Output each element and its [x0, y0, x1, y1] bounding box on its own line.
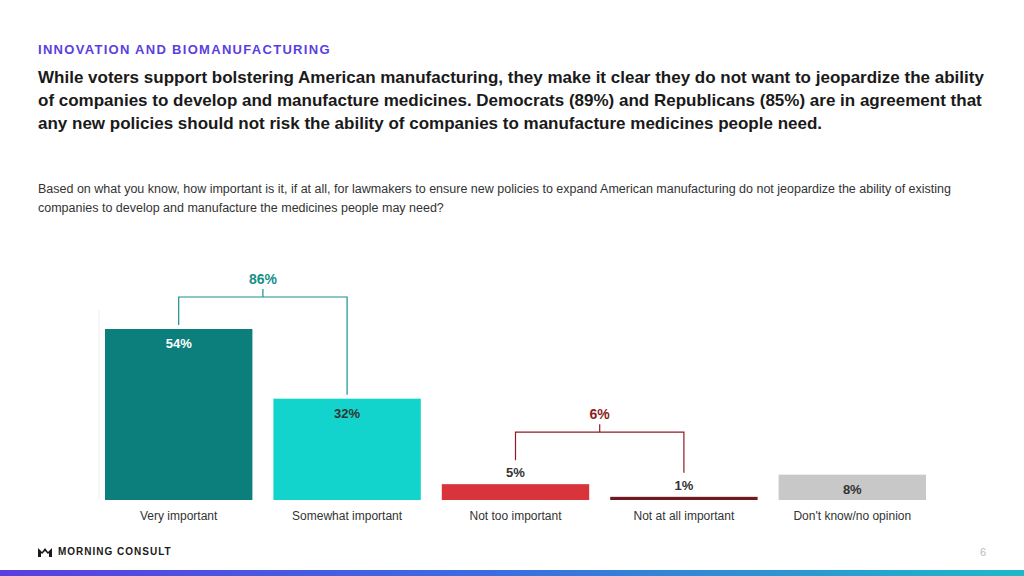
bar: [779, 475, 926, 500]
logo-mark: [38, 548, 52, 557]
bottom-bar: [0, 570, 1024, 576]
data-label: 8%: [843, 482, 862, 497]
annotation: 86%: [249, 271, 278, 287]
subtitle: Based on what you know, how important is…: [38, 180, 988, 218]
data-label: 5%: [506, 465, 525, 480]
title: While voters support bolstering American…: [38, 66, 988, 135]
data-label: 54%: [166, 336, 192, 351]
bar: [273, 399, 420, 500]
y-axis-line: [99, 310, 100, 500]
x-tick-label: Don't know/no opinion: [793, 509, 911, 523]
bracket: [516, 432, 684, 473]
chart: 54% Very important 32% Somewhat important 5%…: [0, 0, 1024, 576]
x-tick-label: Not at all important: [634, 509, 735, 523]
bars: [105, 329, 926, 500]
data-label: 32%: [334, 406, 360, 421]
page-number: 6: [980, 546, 986, 558]
bracket-tick: [262, 289, 263, 297]
logo: [38, 546, 52, 558]
bar: [442, 484, 589, 500]
bracket-tick: [599, 424, 600, 432]
bar: [105, 329, 252, 500]
page: {"chart_data": {"type": "bar", "section"…: [0, 0, 1024, 576]
bar: [610, 497, 757, 500]
data-label: 1%: [675, 478, 694, 493]
x-tick-label: Somewhat important: [292, 509, 403, 523]
x-tick-label: Very important: [140, 509, 218, 523]
bracket: [179, 297, 347, 395]
section-label: INNOVATION AND BIOMANUFACTURING: [38, 42, 331, 57]
footer: MORNING CONSULT: [58, 546, 172, 557]
x-tick-label: Not too important: [469, 509, 562, 523]
annotation: 6%: [590, 406, 611, 422]
